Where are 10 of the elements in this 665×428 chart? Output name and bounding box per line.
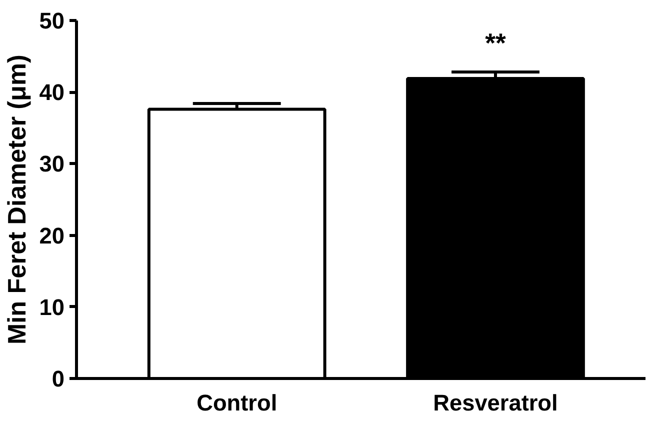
y-tick-label: 10 [39,294,64,320]
y-axis-title: Min Feret Diameter (μm) [3,54,32,344]
y-tick-label: 30 [39,150,64,177]
x-tick-label: Resveratrol [433,390,558,416]
y-tick-label: 20 [39,222,64,248]
y-tick-label: 40 [39,79,64,106]
y-tick-label: 0 [52,366,65,392]
y-tick-label: 50 [39,8,64,34]
x-tick-label: Control [196,390,278,416]
annotation: ** [485,28,506,58]
